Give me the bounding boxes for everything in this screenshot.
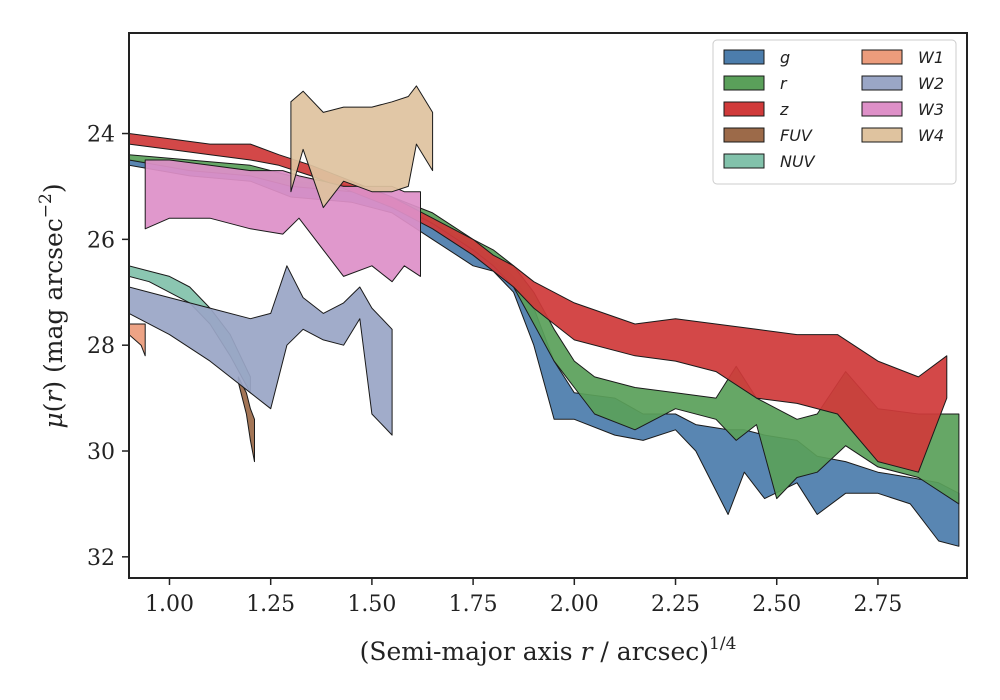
x-tick-label: 2.50 — [752, 592, 801, 617]
legend-label-fuv: FUV — [780, 126, 813, 145]
x-tick-label: 1.25 — [246, 592, 295, 617]
series-bands — [129, 85, 960, 547]
legend-label-w4: W4 — [918, 126, 944, 145]
legend: grz FUV NUV W1 W2 W3 W4 — [712, 39, 957, 185]
legend-label-w3: W3 — [918, 100, 944, 119]
x-axis-label: (Semi-major axis r / arcsec)1/4 — [360, 634, 737, 666]
x-tick-label: 1.50 — [347, 592, 396, 617]
legend-label-nuv: NUV — [780, 152, 816, 171]
x-tick-label: 1.00 — [145, 592, 194, 617]
legend-swatch-fuv — [723, 127, 765, 143]
legend-label-w2: W2 — [918, 74, 944, 93]
y-axis-label: μ(r) (mag arcsec−2) — [36, 183, 68, 428]
x-tick-label: 1.75 — [449, 592, 498, 617]
legend-swatch-nuv — [723, 153, 765, 169]
legend-swatch-w3 — [861, 101, 903, 117]
band-w1 — [129, 323, 146, 357]
legend-swatch-z — [723, 101, 765, 117]
y-axis: 24 26 28 30 32 — [87, 123, 129, 571]
y-tick-label: 26 — [87, 228, 115, 253]
y-tick-label: 24 — [87, 123, 115, 148]
x-tick-label: 2.00 — [550, 592, 599, 617]
legend-swatch-r — [723, 75, 765, 91]
legend-swatch-w4 — [861, 127, 903, 143]
legend-swatch-w2 — [861, 75, 903, 91]
x-tick-label: 2.25 — [651, 592, 700, 617]
legend-label-r: r — [780, 74, 788, 93]
legend-label-z: z — [779, 100, 789, 119]
y-tick-label: 30 — [87, 440, 115, 465]
band-w3 — [144, 159, 421, 283]
band-fuv — [237, 376, 255, 463]
y-tick-label: 28 — [87, 334, 115, 359]
x-tick-label: 2.75 — [853, 592, 902, 617]
x-axis: 1.00 1.25 1.50 1.75 2.00 2.25 2.50 2.75 — [145, 578, 902, 617]
y-tick-label: 32 — [87, 546, 115, 571]
legend-label-g: g — [780, 48, 790, 67]
band-w4 — [290, 85, 434, 209]
legend-label-w1: W1 — [918, 48, 944, 67]
band-w2 — [129, 265, 393, 436]
legend-swatch-g — [723, 49, 765, 65]
legend-swatch-w1 — [861, 49, 903, 65]
plot-frame — [128, 32, 968, 579]
